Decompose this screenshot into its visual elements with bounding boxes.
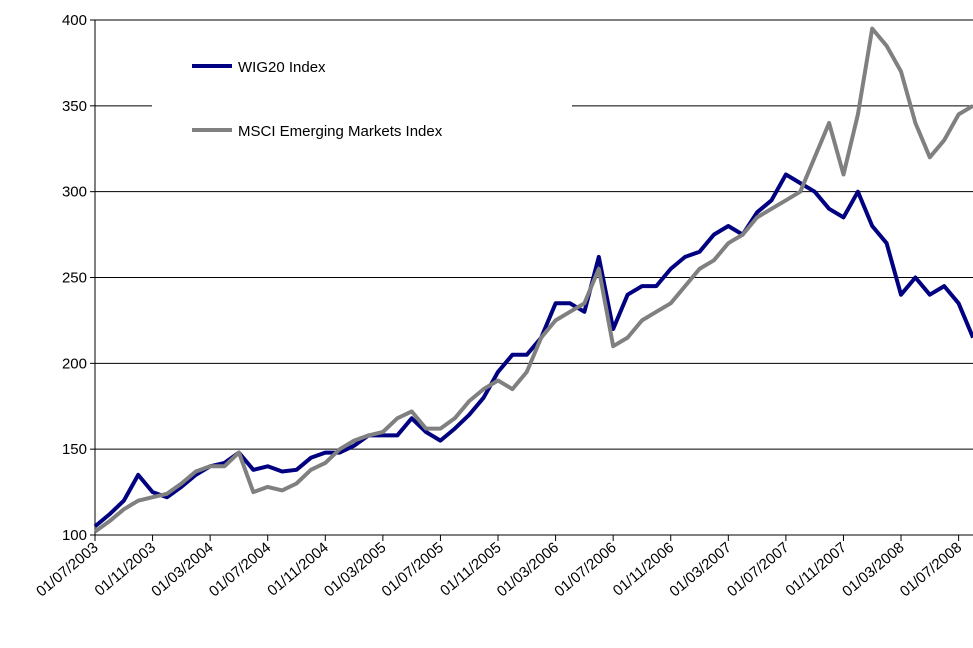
x-tick-label: 01/03/2005 xyxy=(321,539,389,600)
x-tick-label: 01/07/2003 xyxy=(33,539,101,600)
x-tick-label: 01/11/2005 xyxy=(437,539,505,600)
x-tick-label: 01/03/2007 xyxy=(666,539,734,600)
y-tick-label: 200 xyxy=(62,355,87,372)
x-tick-label: 01/11/2007 xyxy=(782,539,850,600)
y-tick-label: 300 xyxy=(62,184,87,201)
x-tick-label: 01/07/2004 xyxy=(206,539,274,600)
y-tick-label: 100 xyxy=(62,527,87,544)
x-tick-label: 01/11/2004 xyxy=(264,539,332,600)
y-tick-label: 250 xyxy=(62,270,87,287)
x-tick-label: 01/11/2006 xyxy=(610,539,678,600)
legend-box xyxy=(152,38,572,168)
x-tick-label: 01/03/2004 xyxy=(148,539,216,600)
legend-label: WIG20 Index xyxy=(238,59,326,76)
series-line xyxy=(93,26,973,534)
x-tick-label: 01/07/2005 xyxy=(379,539,447,600)
legend-label: MSCI Emerging Markets Index xyxy=(238,123,443,140)
x-tick-label: 01/03/2006 xyxy=(494,539,562,600)
y-tick-label: 400 xyxy=(62,12,87,29)
x-tick-label: 01/07/2008 xyxy=(897,539,965,600)
x-tick-label: 01/11/2003 xyxy=(92,539,160,600)
x-tick-label: 01/03/2008 xyxy=(839,539,907,600)
x-tick-label: 01/07/2007 xyxy=(724,539,792,600)
y-tick-label: 150 xyxy=(62,441,87,458)
x-tick-label: 01/07/2006 xyxy=(551,539,619,600)
y-tick-label: 350 xyxy=(62,98,87,115)
